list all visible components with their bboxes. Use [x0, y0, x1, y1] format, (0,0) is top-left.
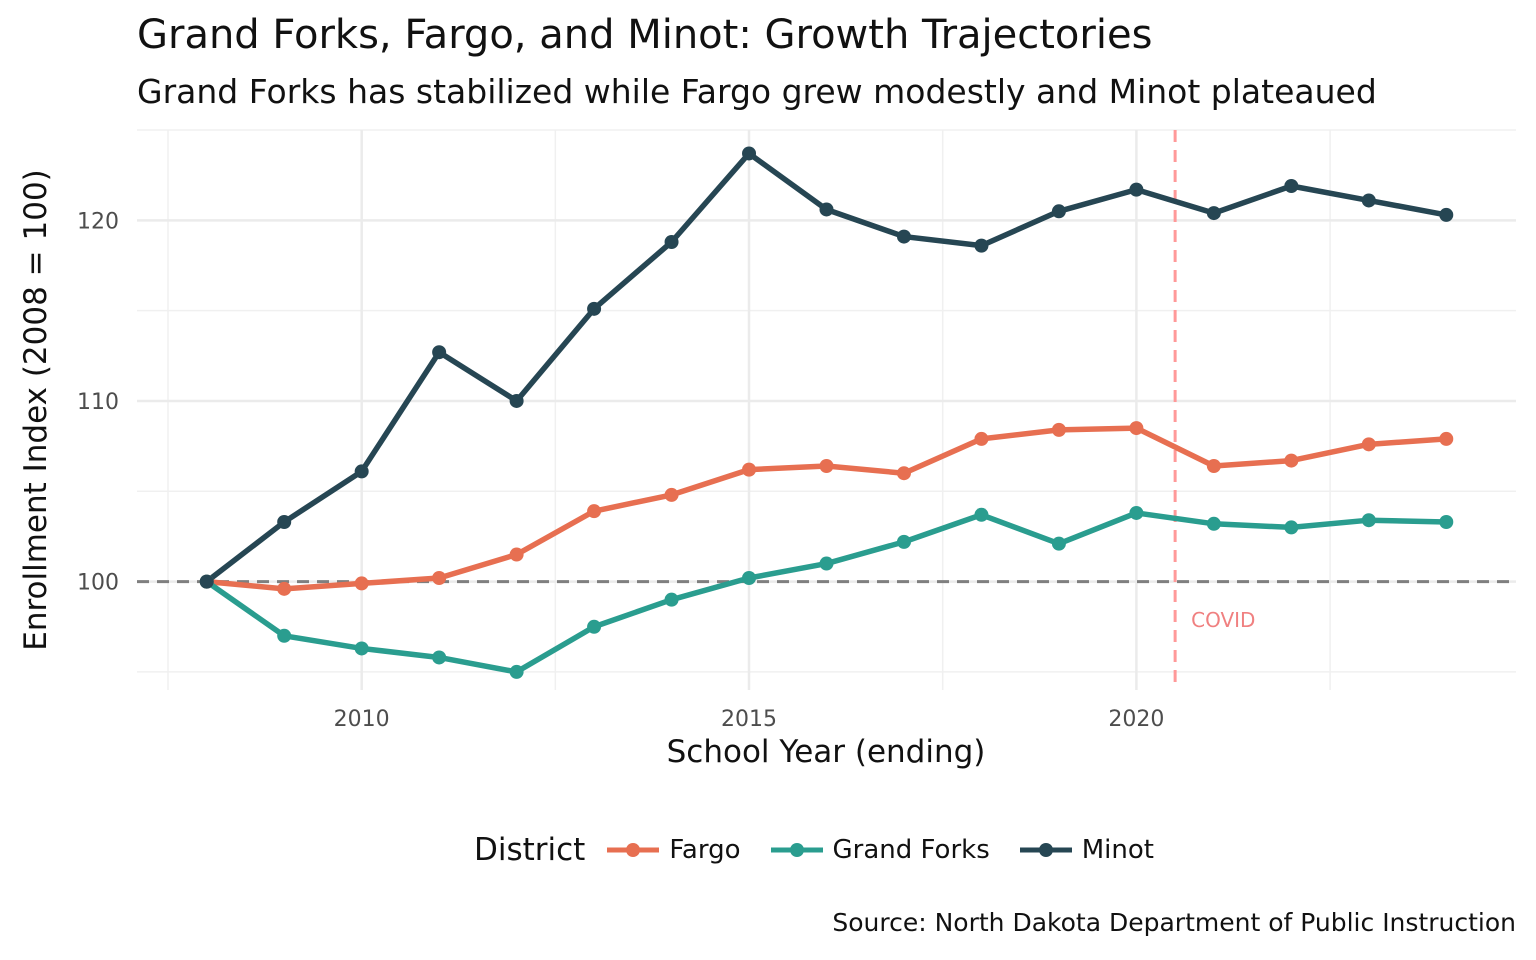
data-point-minot	[277, 515, 292, 529]
data-point-grand-forks	[1439, 515, 1454, 529]
data-point-fargo	[896, 466, 911, 481]
data-point-grand-forks	[742, 571, 757, 585]
data-point-minot	[896, 229, 911, 244]
data-point-minot	[974, 238, 989, 253]
data-point-grand-forks	[819, 556, 834, 571]
data-point-minot	[354, 464, 369, 479]
data-point-grand-forks	[974, 507, 989, 522]
data-point-grand-forks	[1129, 505, 1144, 520]
data-point-minot	[587, 301, 602, 316]
legend-item-fargo: Fargo	[603, 835, 741, 865]
data-point-fargo	[974, 431, 989, 446]
series-line-grand-forks	[205, 510, 1447, 675]
data-point-grand-forks	[587, 619, 602, 634]
data-point-fargo	[742, 462, 757, 477]
legend-label-fargo: Fargo	[669, 835, 741, 865]
data-point-fargo	[509, 547, 524, 562]
data-point-fargo	[1284, 453, 1299, 468]
covid-label: COVID	[1191, 608, 1255, 632]
data-point-minot	[432, 345, 447, 360]
source-caption: Source: North Dakota Department of Publi…	[832, 908, 1516, 937]
data-point-grand-forks	[896, 534, 911, 549]
legend-key-minot	[1019, 843, 1072, 857]
legend-key-fargo	[607, 843, 660, 857]
data-point-fargo	[664, 487, 679, 502]
data-point-minot	[1284, 179, 1299, 193]
data-point-fargo	[1129, 421, 1144, 436]
x-tick-label: 2010	[334, 707, 390, 732]
data-point-grand-forks	[509, 664, 524, 679]
data-point-minot	[1206, 206, 1221, 221]
data-point-minot	[509, 393, 524, 408]
data-point-grand-forks	[277, 628, 292, 643]
data-point-minot	[199, 574, 214, 589]
data-point-fargo	[432, 571, 447, 585]
data-point-minot	[1361, 193, 1376, 208]
data-point-grand-forks	[664, 592, 679, 607]
data-point-fargo	[354, 576, 369, 591]
data-point-fargo	[1439, 431, 1454, 446]
data-point-minot	[819, 202, 834, 217]
data-point-minot	[1129, 182, 1144, 197]
x-axis-label: School Year (ending)	[666, 734, 986, 770]
series-line-minot	[205, 150, 1447, 584]
legend-item-minot: Minot	[1016, 835, 1154, 865]
x-tick-label: 2020	[1108, 707, 1164, 732]
data-point-grand-forks	[1361, 513, 1376, 528]
data-point-fargo	[1051, 422, 1066, 437]
chart-subtitle: Grand Forks has stabilized while Fargo g…	[137, 72, 1377, 111]
legend-label-minot: Minot	[1081, 835, 1154, 865]
x-tick-label: 2015	[721, 707, 777, 732]
data-point-grand-forks	[432, 650, 447, 665]
data-point-fargo	[277, 581, 292, 596]
data-point-grand-forks	[1206, 516, 1221, 531]
legend-label-grand-forks: Grand Forks	[832, 835, 990, 865]
data-point-fargo	[1206, 459, 1221, 473]
data-point-grand-forks	[1051, 536, 1066, 551]
y-axis-label: Enrollment Index (2008 = 100)	[18, 169, 54, 651]
data-point-minot	[1051, 204, 1066, 219]
legend: District Fargo Grand Forks Minot	[0, 832, 1536, 868]
data-point-grand-forks	[354, 641, 369, 656]
chart-title: Grand Forks, Fargo, and Minot: Growth Tr…	[137, 12, 1153, 58]
y-tick-label: 120	[77, 209, 119, 234]
data-point-fargo	[819, 459, 834, 473]
data-point-minot	[664, 235, 679, 249]
legend-title: District	[473, 832, 586, 868]
data-point-fargo	[1361, 437, 1376, 452]
legend-item-grand-forks: Grand Forks	[767, 835, 990, 865]
data-point-fargo	[587, 504, 602, 519]
data-point-minot	[1439, 207, 1454, 222]
y-tick-label: 100	[77, 571, 119, 596]
legend-key-grand-forks	[770, 843, 823, 857]
data-point-grand-forks	[1284, 520, 1299, 535]
data-point-minot	[742, 146, 757, 161]
y-tick-label: 110	[77, 390, 119, 415]
